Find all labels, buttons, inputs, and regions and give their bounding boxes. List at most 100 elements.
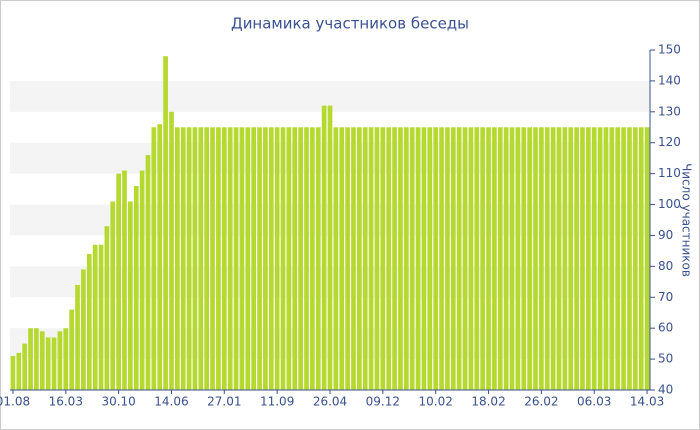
bar [192, 127, 198, 390]
x-tick-label: 01.08 [0, 395, 30, 409]
bar [28, 328, 33, 390]
bar [63, 328, 69, 390]
bar [374, 127, 380, 390]
bar [69, 309, 74, 390]
bar [497, 127, 503, 390]
y-tick-label: 50 [658, 352, 673, 366]
bar [251, 127, 257, 390]
bar [57, 331, 63, 390]
x-tick-label: 14.03 [630, 395, 664, 409]
bar [632, 127, 638, 390]
bar [368, 127, 374, 390]
bar [221, 127, 227, 390]
bar [169, 111, 174, 391]
bar [128, 201, 133, 390]
bar [16, 352, 22, 390]
bar [133, 186, 139, 390]
bar [351, 127, 356, 390]
bar [339, 127, 345, 390]
bar [174, 127, 180, 390]
bar [427, 127, 433, 390]
bar [268, 127, 274, 390]
bar [210, 127, 215, 390]
bar [292, 127, 298, 390]
bar [286, 127, 292, 390]
bar [233, 127, 239, 390]
y-tick-label: 100 [658, 197, 681, 211]
bar [327, 105, 333, 391]
bar [116, 173, 121, 390]
bar [216, 127, 221, 390]
y-axis-label: Число участников [680, 163, 694, 277]
x-tick-label: 26.02 [524, 395, 558, 409]
y-tick-label: 90 [658, 228, 673, 242]
y-tick-label: 80 [658, 259, 673, 273]
y-tick-label: 70 [658, 290, 673, 304]
bar [92, 244, 98, 390]
bar [527, 127, 532, 390]
bar [621, 127, 626, 390]
x-tick-label: 30.10 [101, 395, 135, 409]
bar [644, 127, 650, 390]
bar [186, 127, 192, 390]
bar [539, 127, 544, 390]
bar [34, 328, 39, 390]
bar [433, 127, 439, 390]
x-tick-label: 27.01 [207, 395, 241, 409]
bar [39, 331, 45, 390]
bar [227, 127, 233, 390]
bar [180, 127, 186, 390]
y-tick-label: 130 [658, 104, 681, 118]
y-tick-label: 120 [658, 135, 681, 149]
bar [492, 127, 497, 390]
bar [310, 127, 315, 390]
bar [304, 127, 309, 390]
bar [468, 127, 474, 390]
bar [562, 127, 568, 390]
bar [550, 127, 556, 390]
bar [503, 127, 509, 390]
x-tick-label: 06.03 [577, 395, 611, 409]
bar [521, 127, 527, 390]
bar [315, 127, 321, 390]
bar [333, 127, 339, 390]
bar [51, 337, 57, 390]
bar [580, 127, 585, 390]
bar [163, 56, 168, 390]
bar [239, 127, 245, 390]
bar [415, 127, 421, 390]
y-tick-label: 110 [658, 166, 681, 180]
bar [245, 127, 251, 390]
bar [403, 127, 409, 390]
y-tick-label: 60 [658, 321, 673, 335]
x-tick-label: 16.03 [49, 395, 83, 409]
chart-title: Динамика участников беседы [231, 15, 469, 33]
bar [139, 170, 145, 390]
bar [627, 127, 632, 390]
x-tick-label: 10.02 [419, 395, 453, 409]
bar [568, 127, 574, 390]
bar [597, 127, 603, 390]
bar [45, 337, 51, 390]
bar [386, 127, 392, 390]
x-tick-label: 11.09 [260, 395, 294, 409]
bar [591, 127, 597, 390]
x-tick-label: 26.04 [313, 395, 347, 409]
bar [122, 170, 127, 390]
bar [257, 127, 262, 390]
bar [445, 127, 450, 390]
bar [486, 127, 491, 390]
bar [398, 127, 403, 390]
bar [98, 244, 104, 390]
x-tick-label: 18.02 [471, 395, 505, 409]
bar [462, 127, 468, 390]
bar [574, 127, 579, 390]
y-tick-label: 40 [658, 383, 673, 397]
x-tick-label: 09.12 [366, 395, 400, 409]
bar [509, 127, 515, 390]
bar [362, 127, 368, 390]
bar [544, 127, 550, 390]
bar [298, 127, 303, 390]
bar [638, 127, 644, 390]
